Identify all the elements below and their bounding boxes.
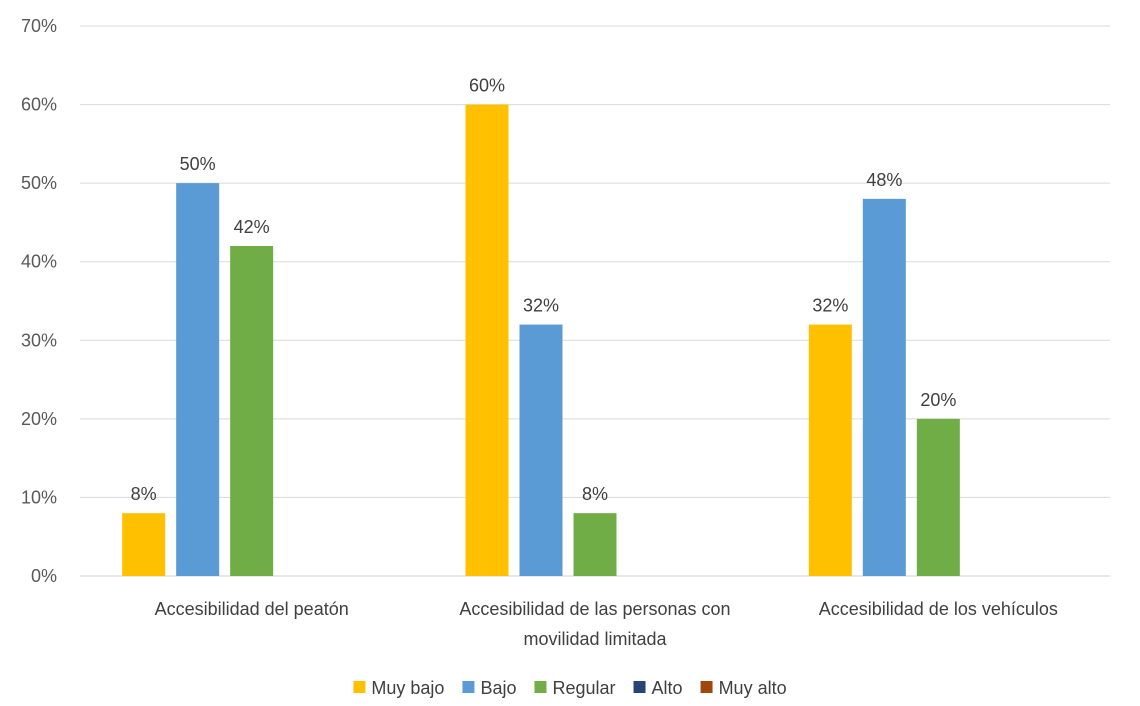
legend-swatch-muy-bajo (353, 681, 366, 693)
data-label-regular-2: 20% (920, 390, 956, 410)
legend-label-alto: Alto (652, 678, 683, 698)
data-label-muy-bajo-1: 60% (469, 76, 505, 96)
legend-swatch-alto (633, 681, 646, 693)
bar-muy-bajo-2 (808, 324, 852, 576)
data-label-bajo-0: 50% (180, 154, 216, 174)
data-label-bajo-2: 48% (866, 170, 902, 190)
y-tick-label-70: 70% (21, 16, 57, 36)
legend-item-alto[interactable]: Alto (633, 678, 683, 698)
legend-swatch-bajo (462, 681, 475, 693)
data-label-regular-0: 42% (234, 217, 270, 237)
data-label-bajo-1: 32% (523, 296, 559, 316)
bar-bajo-0 (176, 183, 220, 576)
bar-regular-0 (230, 246, 274, 576)
y-tick-label-10: 10% (21, 487, 57, 507)
category-label-2: Accesibilidad de los vehículos (819, 599, 1058, 619)
bar-bajo-1 (519, 324, 563, 576)
legend: Muy bajo Bajo Regular Alto Muy alto (353, 678, 787, 698)
data-label-muy-bajo-2: 32% (812, 296, 848, 316)
y-tick-label-40: 40% (21, 252, 57, 272)
bar-regular-1 (573, 513, 617, 576)
bar-regular-2 (916, 418, 960, 576)
legend-label-muy-alto: Muy alto (719, 678, 787, 698)
y-tick-label-30: 30% (21, 330, 57, 350)
bar-bajo-2 (862, 198, 906, 576)
y-tick-label-0: 0% (31, 566, 57, 586)
bar-muy-bajo-1 (465, 104, 509, 577)
category-label-0: Accesibilidad del peatón (155, 599, 349, 619)
legend-item-regular[interactable]: Regular (534, 678, 616, 698)
legend-item-muy-alto[interactable]: Muy alto (700, 678, 787, 698)
bar-muy-bajo-0 (122, 513, 166, 576)
legend-label-muy-bajo: Muy bajo (371, 678, 444, 698)
legend-label-bajo: Bajo (480, 678, 516, 698)
data-label-regular-1: 8% (582, 484, 608, 504)
legend-item-bajo[interactable]: Bajo (462, 678, 516, 698)
legend-item-muy-bajo[interactable]: Muy bajo (353, 678, 444, 698)
data-label-muy-bajo-0: 8% (131, 484, 157, 504)
y-tick-label-50: 50% (21, 173, 57, 193)
legend-swatch-muy-alto (700, 681, 713, 693)
y-tick-label-20: 20% (21, 409, 57, 429)
legend-swatch-regular (534, 681, 547, 693)
legend-label-regular: Regular (552, 678, 615, 698)
y-tick-label-60: 60% (21, 95, 57, 115)
category-label-1-line-1: movilidad limitada (523, 629, 667, 649)
category-label-1-line-0: Accesibilidad de las personas con (459, 599, 730, 619)
